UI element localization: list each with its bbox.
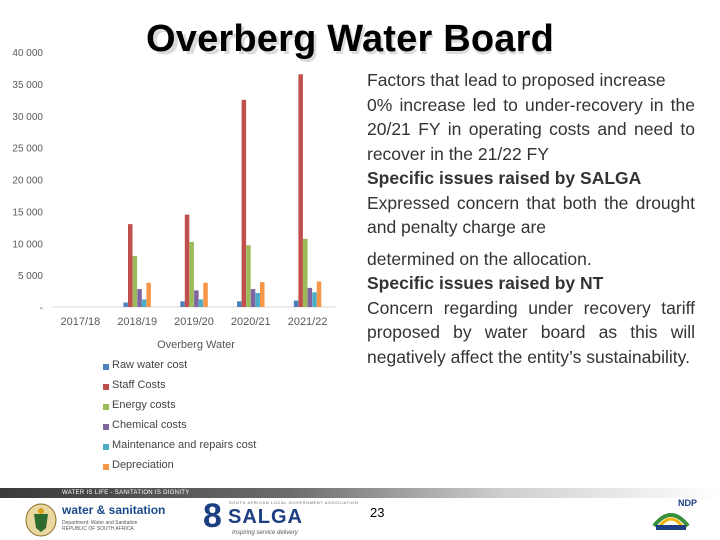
legend-swatch (103, 424, 109, 430)
bar-energy-costs-2020-21 (246, 245, 251, 307)
bar-raw-water-cost-2019-20 (180, 301, 185, 307)
text-panel: Factors that lead to proposed increase 0… (367, 68, 695, 369)
y-tick-label: 35 000 (12, 80, 43, 91)
x-tick-label: 2021/22 (288, 316, 328, 328)
y-tick-label: 5 000 (18, 271, 43, 282)
coat-of-arms-icon (25, 503, 57, 537)
salga-logo-text: SALGA (228, 506, 303, 528)
y-tick-label: - (40, 303, 43, 314)
bar-energy-costs-2021-22 (303, 238, 308, 307)
nt-issues-heading: Specific issues raised by NT (367, 273, 604, 293)
x-tick-label: 2017/18 (61, 316, 101, 328)
bar-energy-costs-2019-20 (189, 242, 194, 307)
chart-title: Overberg Water (157, 339, 235, 351)
salga-issues-heading: Specific issues raised by SALGA (367, 168, 642, 188)
bar-maintenance-and-repairs-cost-2020-21 (255, 293, 260, 307)
under-recovery-text: 0% increase led to under-recovery in the… (367, 94, 695, 164)
x-tick-label: 2020/21 (231, 316, 271, 328)
legend-label: Chemical costs (112, 419, 187, 431)
legend-label: Energy costs (112, 399, 176, 411)
y-tick-label: 15 000 (12, 207, 43, 218)
allocation-text: determined on the allocation. (367, 248, 592, 269)
x-tick-label: 2019/20 (174, 316, 214, 328)
factors-heading: Factors that lead to proposed increase (367, 70, 666, 90)
bar-depreciation-2021-22 (316, 281, 322, 307)
bar-depreciation-2020-21 (260, 282, 265, 307)
salga-tagline: Inspiring service delivery (232, 530, 298, 536)
dws-logo-text: water & sanitation (62, 503, 166, 517)
page-number: 23 (370, 505, 385, 520)
x-axis-ticks: 2017/18 2018/19 2019/20 2020/21 2021/22 (61, 316, 328, 328)
y-tick-label: 20 000 (12, 176, 43, 187)
footer-band-text: WATER IS LIFE - SANITATION IS DIGNITY (62, 490, 190, 496)
bar-staff-costs-2019-20 (184, 214, 190, 307)
legend-label: Raw water cost (112, 359, 188, 371)
bar-staff-costs-2018-19 (128, 224, 133, 307)
bar-chemical-costs-2018-19 (137, 289, 142, 307)
bar-raw-water-cost-2018-19 (123, 302, 128, 307)
bar-staff-costs-2021-22 (298, 74, 303, 307)
legend-label: Staff Costs (112, 379, 166, 391)
salga-8-icon: 8 (203, 497, 222, 535)
bar-staff-costs-2020-21 (241, 99, 247, 307)
legend-swatch (103, 364, 109, 370)
page-title-shadow: Overberg Water Board (149, 21, 555, 63)
bar-depreciation-2019-20 (203, 282, 208, 307)
bar-chemical-costs-2020-21 (250, 289, 256, 307)
bar-depreciation-2018-19 (146, 282, 151, 307)
legend-swatch (103, 404, 109, 410)
legend-label: Maintenance and repairs cost (112, 439, 257, 451)
legend-label: Depreciation (112, 459, 174, 471)
bar-raw-water-cost-2020-21 (237, 301, 242, 307)
salga-concern-text: Expressed concern that both the drought … (367, 192, 695, 238)
bar-raw-water-cost-2021-22 (293, 300, 299, 307)
dws-logo-subtext: Department: Water and Sanitation REPUBLI… (62, 520, 138, 532)
bars-group (123, 74, 322, 307)
legend-swatch (103, 384, 109, 390)
y-tick-label: 25 000 (12, 144, 43, 155)
x-tick-label: 2018/19 (117, 316, 157, 328)
bar-maintenance-and-repairs-cost-2018-19 (141, 299, 147, 307)
footer-band (0, 488, 720, 498)
y-axis-ticks: - 5 000 10 000 15 000 20 000 25 000 30 000 35 0… (12, 48, 43, 314)
bar-chemical-costs-2021-22 (307, 287, 313, 307)
legend-swatch (103, 464, 109, 470)
bar-energy-costs-2018-19 (132, 256, 138, 307)
bar-maintenance-and-repairs-cost-2021-22 (312, 292, 317, 307)
bar-chemical-costs-2019-20 (194, 290, 199, 307)
page-title: Overberg Water Board (145, 18, 555, 60)
y-tick-label: 30 000 (12, 112, 43, 123)
bar-maintenance-and-repairs-cost-2019-20 (198, 299, 204, 307)
ndp-logo-icon (652, 513, 690, 530)
salga-association-text: SOUTH AFRICAN LOCAL GOVERNMENT ASSOCIATI… (229, 500, 359, 505)
ndp-label: NDP (678, 498, 698, 508)
y-tick-label: 40 000 (12, 48, 43, 59)
y-tick-label: 10 000 (12, 239, 43, 250)
nt-concern-text: Concern regarding under recovery tariff … (367, 297, 695, 367)
legend-swatch (103, 444, 109, 450)
